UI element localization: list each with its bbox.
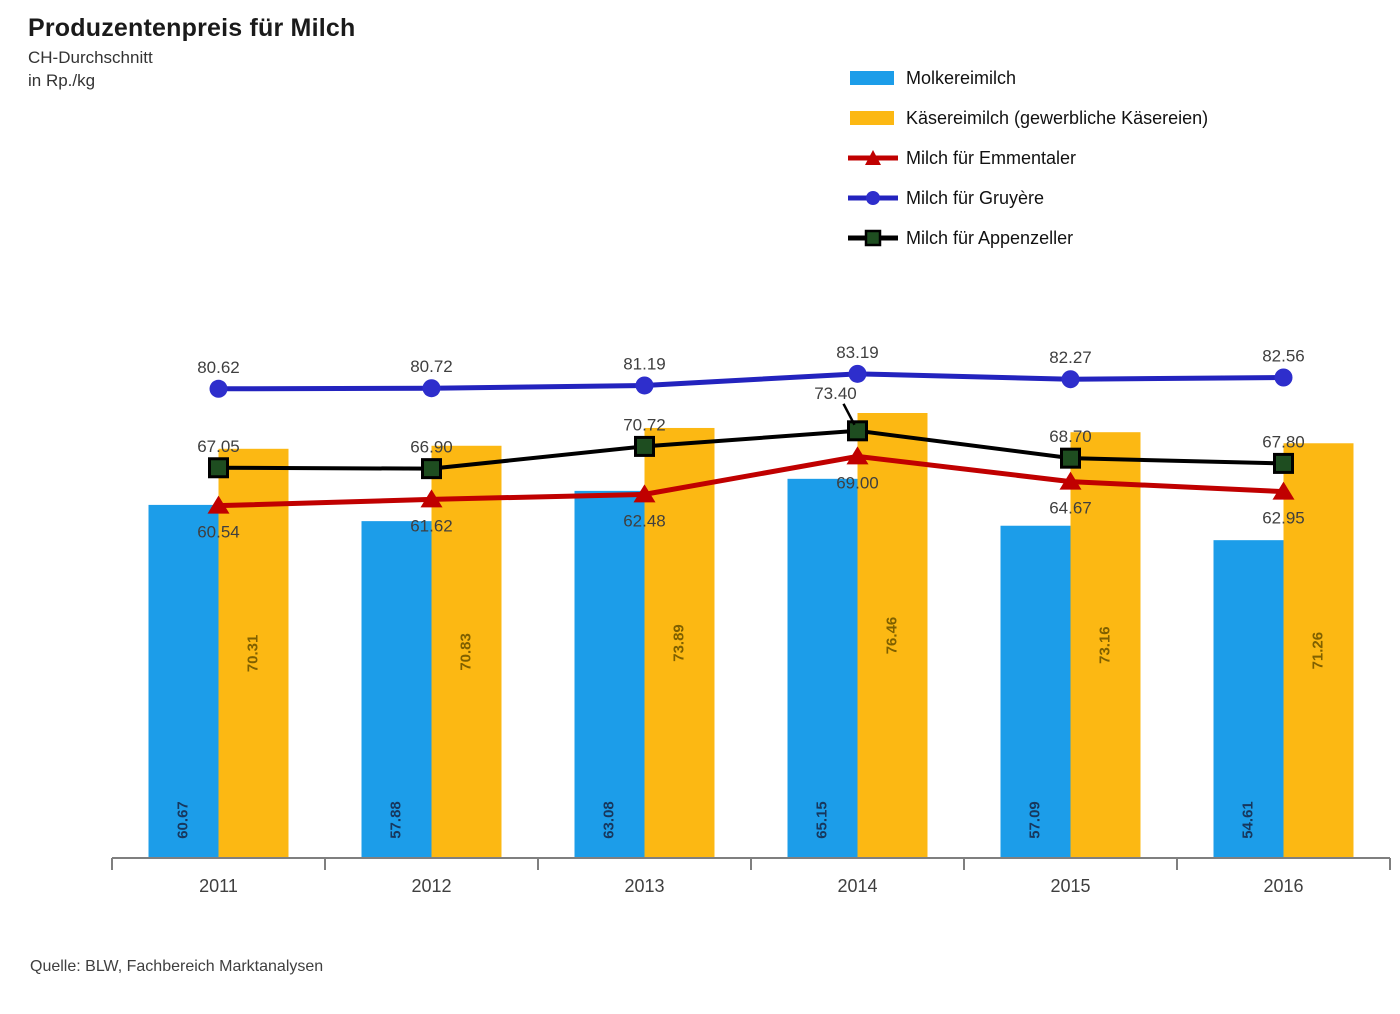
square-marker-icon	[634, 435, 655, 457]
x-axis-label: 2015	[1050, 876, 1090, 896]
line-triangle	[218, 453, 1284, 509]
x-axis-label: 2016	[1263, 876, 1303, 896]
bar-value-label: 54.61	[1239, 801, 1256, 839]
bar-2013	[574, 490, 645, 858]
bar-2011	[148, 504, 219, 858]
circle-marker-icon	[848, 364, 867, 383]
chart-header: Produzentenpreis für Milch CH-Durchschni…	[28, 14, 355, 93]
bar-value-label: 76.46	[883, 617, 900, 655]
bar-value-label: 57.88	[387, 801, 404, 839]
chart-legend: Molkereimilch Käsereimilch (gewerbliche …	[848, 58, 1208, 258]
bar-2012	[431, 445, 502, 858]
line-value-label: 62.95	[1262, 509, 1305, 528]
bar-2012	[361, 521, 432, 858]
line-value-label: 82.56	[1262, 347, 1305, 366]
square-marker-icon	[847, 420, 868, 442]
bar-value-label: 70.83	[457, 633, 474, 671]
line-value-label: 83.19	[836, 343, 879, 362]
subtitle-line-2: in Rp./kg	[28, 70, 96, 90]
subtitle-line-1: CH-Durchschnitt	[28, 48, 153, 67]
line-value-label: 80.62	[197, 358, 240, 377]
triangle-marker-icon	[207, 495, 230, 514]
legend-label: Milch für Appenzeller	[906, 227, 1074, 248]
label-leader-line	[842, 403, 856, 426]
x-axis-label: 2012	[411, 876, 451, 896]
line-value-label: 82.27	[1049, 348, 1092, 367]
legend-swatch-bar-icon	[848, 108, 898, 128]
bar-value-label: 57.09	[1026, 801, 1043, 839]
bar-2016	[1213, 540, 1284, 858]
line-value-label: 67.05	[197, 437, 240, 456]
bar-2015	[1070, 432, 1141, 858]
x-axis-label: 2013	[624, 876, 664, 896]
circle-marker-icon	[1274, 368, 1293, 387]
line-circle	[218, 371, 1284, 392]
circle-marker-icon	[422, 379, 441, 398]
line-value-label: 61.62	[410, 516, 453, 535]
bar-value-label: 71.26	[1309, 632, 1326, 670]
legend-swatch-line-square-icon	[848, 228, 898, 248]
bar-value-label: 63.08	[600, 801, 617, 839]
bar-2014	[787, 478, 858, 858]
line-value-label: 68.70	[1049, 427, 1092, 446]
triangle-marker-icon	[1059, 471, 1082, 490]
bar-2014	[857, 413, 928, 858]
legend-swatch-bar-icon	[848, 68, 898, 88]
bar-value-label: 73.16	[1096, 626, 1113, 664]
legend-label: Molkereimilch	[906, 67, 1017, 88]
page-title: Produzentenpreis für Milch	[28, 14, 356, 42]
bar-value-label: 73.89	[670, 624, 687, 662]
legend-item-molkereimilch: Molkereimilch	[848, 58, 1208, 98]
legend-swatch-line-triangle-icon	[848, 148, 898, 168]
square-marker-icon	[1060, 447, 1081, 469]
circle-marker-icon	[1061, 370, 1080, 389]
legend-label: Milch für Gruyère	[906, 187, 1045, 208]
x-axis-label: 2014	[837, 876, 877, 896]
legend-label: Käsereimilch (gewerbliche Käsereien)	[906, 107, 1209, 128]
line-value-label: 64.67	[1049, 499, 1092, 518]
line-value-label: 62.48	[623, 511, 666, 530]
x-axis-label: 2011	[199, 876, 238, 896]
legend-item-appenzeller: Milch für Appenzeller	[848, 218, 1208, 258]
square-marker-icon	[208, 457, 229, 479]
bar-value-label: 60.67	[174, 801, 191, 839]
line-value-label: 60.54	[197, 523, 240, 542]
circle-marker-icon	[209, 379, 228, 398]
square-marker-icon	[1273, 452, 1294, 474]
line-value-label: 80.72	[410, 357, 453, 376]
line-value-label: 66.90	[410, 438, 453, 457]
legend-item-gruyere: Milch für Gruyère	[848, 178, 1208, 218]
source-note: Quelle: BLW, Fachbereich Marktanalysen	[30, 958, 324, 975]
triangle-marker-icon	[633, 484, 656, 503]
bar-2013	[644, 427, 715, 858]
legend-label: Milch für Emmentaler	[906, 147, 1077, 168]
circle-marker-icon	[635, 376, 654, 395]
bar-2015	[1000, 525, 1071, 858]
line-value-label: 70.72	[623, 415, 666, 434]
line-value-label: 73.40	[814, 384, 857, 403]
legend-item-kaesereimilch: Käsereimilch (gewerbliche Käsereien)	[848, 98, 1208, 138]
square-marker-icon	[421, 458, 442, 480]
bar-value-label: 65.15	[813, 801, 830, 839]
bar-2011	[218, 448, 289, 858]
triangle-marker-icon	[420, 489, 443, 508]
legend-item-emmentaler: Milch für Emmentaler	[848, 138, 1208, 178]
chart-subtitle: CH-Durchschnitt in Rp./kg	[28, 47, 355, 93]
bar-value-label: 70.31	[244, 635, 261, 673]
line-value-label: 81.19	[623, 354, 666, 373]
line-value-label: 69.00	[836, 473, 879, 492]
line-value-label: 67.80	[1262, 432, 1305, 451]
triangle-marker-icon	[1272, 481, 1295, 500]
triangle-marker-icon	[846, 446, 869, 465]
line-square	[218, 428, 1284, 471]
bar-2016	[1283, 443, 1354, 858]
legend-swatch-line-circle-icon	[848, 188, 898, 208]
